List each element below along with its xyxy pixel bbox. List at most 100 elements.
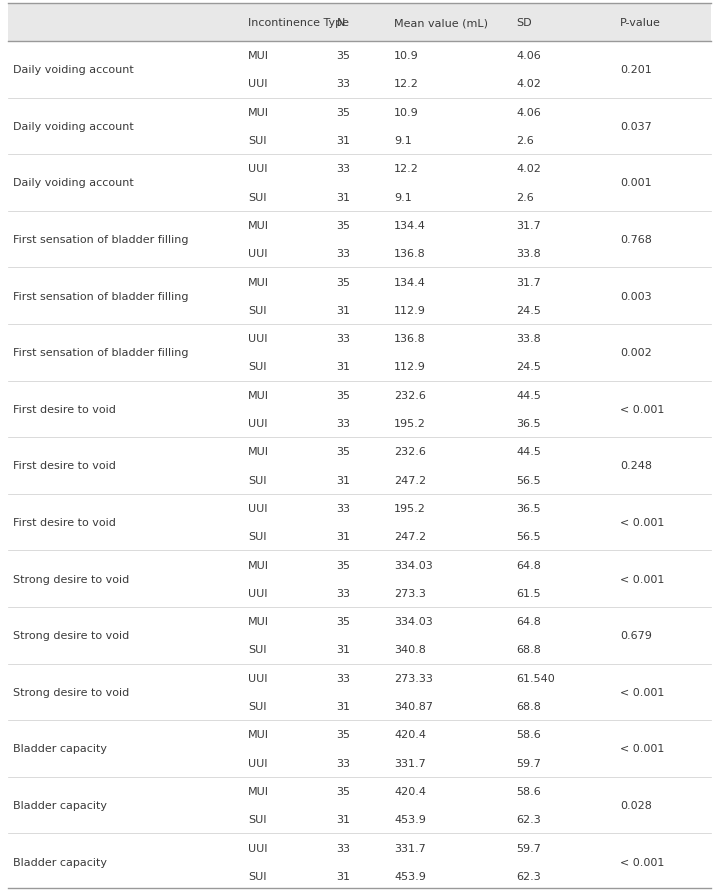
Text: First sensation of bladder filling: First sensation of bladder filling (13, 348, 188, 358)
Text: 453.9: 453.9 (394, 871, 426, 881)
Text: < 0.001: < 0.001 (620, 687, 664, 697)
Text: 59.7: 59.7 (516, 758, 541, 768)
Text: SUI: SUI (248, 475, 267, 485)
Text: 0.037: 0.037 (620, 122, 651, 131)
Text: 136.8: 136.8 (394, 249, 426, 259)
Text: 31: 31 (336, 645, 350, 654)
Text: 24.5: 24.5 (516, 362, 541, 372)
Text: 35: 35 (336, 730, 350, 739)
Text: 31: 31 (336, 701, 350, 712)
Text: SUI: SUI (248, 871, 267, 881)
Text: Bladder capacity: Bladder capacity (13, 800, 106, 810)
Text: UUI: UUI (248, 249, 267, 259)
Text: First sensation of bladder filling: First sensation of bladder filling (13, 291, 188, 301)
Text: 195.2: 195.2 (394, 418, 426, 428)
Text: P-value: P-value (620, 18, 661, 28)
Text: SUI: SUI (248, 192, 267, 202)
Text: 35: 35 (336, 277, 350, 287)
Text: MUI: MUI (248, 221, 269, 231)
Text: 453.9: 453.9 (394, 814, 426, 824)
Text: First desire to void: First desire to void (13, 461, 116, 471)
Text: 0.002: 0.002 (620, 348, 651, 358)
Text: 35: 35 (336, 107, 350, 118)
Text: 331.7: 331.7 (394, 843, 426, 853)
Text: 59.7: 59.7 (516, 843, 541, 853)
Text: MUI: MUI (248, 617, 269, 627)
Text: 35: 35 (336, 447, 350, 457)
Text: 420.4: 420.4 (394, 786, 426, 796)
Text: 56.5: 56.5 (516, 532, 541, 542)
Text: MUI: MUI (248, 391, 269, 401)
Text: Incontinence Type: Incontinence Type (248, 18, 349, 28)
Text: 0.201: 0.201 (620, 65, 651, 75)
Text: First desire to void: First desire to void (13, 518, 116, 527)
Text: 0.003: 0.003 (620, 291, 651, 301)
Text: 35: 35 (336, 221, 350, 231)
Text: 112.9: 112.9 (394, 306, 426, 316)
Text: 232.6: 232.6 (394, 447, 426, 457)
Text: 68.8: 68.8 (516, 645, 541, 654)
Text: 33.8: 33.8 (516, 333, 541, 344)
Text: SUI: SUI (248, 701, 267, 712)
Text: 31.7: 31.7 (516, 277, 541, 287)
Text: Daily voiding account: Daily voiding account (13, 122, 134, 131)
Text: 112.9: 112.9 (394, 362, 426, 372)
Text: MUI: MUI (248, 277, 269, 287)
Text: 12.2: 12.2 (394, 164, 419, 174)
Text: MUI: MUI (248, 730, 269, 739)
Text: MUI: MUI (248, 51, 269, 61)
Text: 61.5: 61.5 (516, 588, 541, 598)
Text: Daily voiding account: Daily voiding account (13, 65, 134, 75)
Text: 2.6: 2.6 (516, 136, 534, 146)
Text: UUI: UUI (248, 843, 267, 853)
Text: Strong desire to void: Strong desire to void (13, 687, 129, 697)
Text: 4.02: 4.02 (516, 164, 541, 174)
Text: UUI: UUI (248, 333, 267, 344)
Text: 334.03: 334.03 (394, 617, 433, 627)
Text: 247.2: 247.2 (394, 532, 426, 542)
Text: 340.8: 340.8 (394, 645, 426, 654)
Text: MUI: MUI (248, 786, 269, 796)
Text: 134.4: 134.4 (394, 221, 426, 231)
Text: < 0.001: < 0.001 (620, 404, 664, 415)
Text: 33: 33 (336, 164, 350, 174)
Bar (8, 4, 711, 42)
Text: MUI: MUI (248, 560, 269, 569)
Text: Strong desire to void: Strong desire to void (13, 574, 129, 584)
Text: UUI: UUI (248, 758, 267, 768)
Text: 64.8: 64.8 (516, 617, 541, 627)
Text: 10.9: 10.9 (394, 107, 418, 118)
Text: 31: 31 (336, 475, 350, 485)
Text: 420.4: 420.4 (394, 730, 426, 739)
Text: 31.7: 31.7 (516, 221, 541, 231)
Text: 33.8: 33.8 (516, 249, 541, 259)
Text: Bladder capacity: Bladder capacity (13, 744, 106, 754)
Text: 10.9: 10.9 (394, 51, 418, 61)
Text: 31: 31 (336, 814, 350, 824)
Text: 33: 33 (336, 80, 350, 89)
Text: 68.8: 68.8 (516, 701, 541, 712)
Text: 273.33: 273.33 (394, 673, 433, 683)
Text: UUI: UUI (248, 80, 267, 89)
Text: Mean value (mL): Mean value (mL) (394, 18, 488, 28)
Text: 36.5: 36.5 (516, 418, 541, 428)
Text: 0.001: 0.001 (620, 178, 651, 189)
Text: 35: 35 (336, 617, 350, 627)
Text: 0.679: 0.679 (620, 630, 651, 641)
Text: 0.248: 0.248 (620, 461, 652, 471)
Text: Strong desire to void: Strong desire to void (13, 630, 129, 641)
Text: 195.2: 195.2 (394, 503, 426, 513)
Text: 35: 35 (336, 391, 350, 401)
Text: 31: 31 (336, 306, 350, 316)
Text: 33: 33 (336, 418, 350, 428)
Text: < 0.001: < 0.001 (620, 518, 664, 527)
Text: 31: 31 (336, 362, 350, 372)
Text: 33: 33 (336, 758, 350, 768)
Text: 0.028: 0.028 (620, 800, 651, 810)
Text: 35: 35 (336, 786, 350, 796)
Text: MUI: MUI (248, 447, 269, 457)
Text: 24.5: 24.5 (516, 306, 541, 316)
Text: 35: 35 (336, 51, 350, 61)
Text: 9.1: 9.1 (394, 136, 412, 146)
Text: 4.06: 4.06 (516, 51, 541, 61)
